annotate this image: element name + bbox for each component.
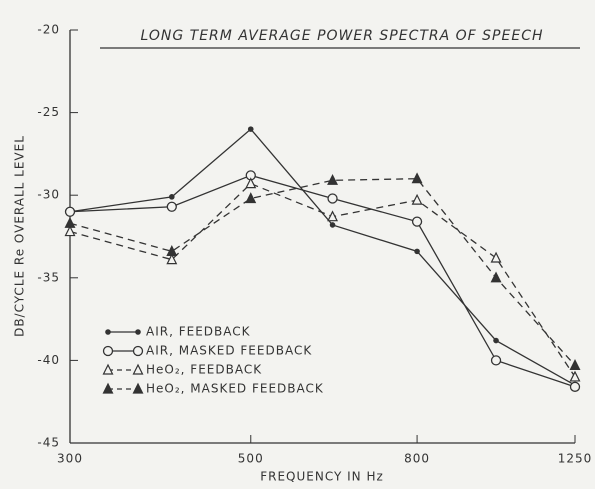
- x-tick-label: 800: [404, 452, 430, 466]
- legend-marker: [102, 382, 114, 394]
- point: [166, 245, 178, 256]
- point: [64, 206, 76, 217]
- point: [329, 222, 336, 228]
- x-tick-label: 500: [238, 452, 264, 466]
- legend-marker: [102, 363, 114, 375]
- point: [247, 126, 254, 132]
- y-tick-label: -25: [37, 105, 60, 119]
- legend-label: AIR, FEEDBACK: [146, 325, 251, 339]
- y-tick-label: -35: [37, 270, 60, 284]
- point: [569, 370, 581, 382]
- y-tick-label: -20: [37, 23, 60, 37]
- point: [411, 216, 423, 227]
- point: [569, 381, 581, 392]
- point: [166, 253, 178, 265]
- point: [166, 201, 177, 212]
- legend-marker: [105, 329, 111, 335]
- chart-title: LONG TERM AVERAGE POWER SPECTRA OF SPEEC…: [141, 28, 544, 44]
- legend-marker: [132, 382, 144, 394]
- point: [245, 192, 257, 204]
- point: [411, 172, 423, 184]
- legend-marker: [102, 345, 114, 357]
- legend-label: HeO₂, MASKED FEEDBACK: [146, 382, 324, 396]
- point: [64, 225, 76, 237]
- x-tick-label: 300: [57, 452, 83, 466]
- point: [490, 271, 502, 283]
- y-axis-label: DB/CYCLE Re OVERALL LEVEL: [13, 135, 27, 337]
- legend-marker: [135, 329, 141, 335]
- legend-marker: [132, 363, 144, 375]
- point: [327, 210, 339, 222]
- point: [569, 359, 581, 370]
- point: [411, 193, 423, 205]
- legend-marker: [132, 345, 144, 357]
- y-tick-label: -40: [37, 353, 60, 367]
- legend-label: HeO₂, FEEDBACK: [146, 363, 262, 377]
- point: [64, 216, 76, 228]
- point: [414, 248, 420, 255]
- point: [327, 193, 338, 204]
- y-tick-label: -30: [37, 188, 60, 202]
- point: [490, 355, 502, 366]
- point: [245, 177, 257, 189]
- point: [168, 194, 175, 200]
- point: [490, 251, 502, 263]
- y-tick-label: -45: [37, 436, 60, 450]
- legend-label: AIR, MASKED FEEDBACK: [146, 344, 312, 358]
- point: [493, 337, 499, 344]
- x-tick-label: 1250: [558, 452, 593, 466]
- point: [327, 173, 339, 185]
- x-axis-label: FREQUENCY IN Hz: [260, 470, 384, 484]
